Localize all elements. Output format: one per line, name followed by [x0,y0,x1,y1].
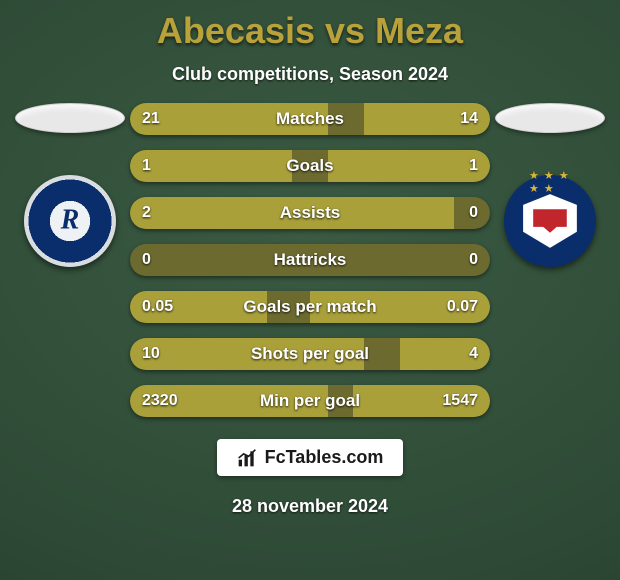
stars-icon: ★ ★ ★ ★ ★ [529,169,571,195]
stat-value-left: 21 [142,110,160,128]
stat-value-right: 0.07 [447,298,478,316]
left-club-crest-icon [24,175,116,267]
brand-logo-icon [237,448,257,468]
subtitle: Club competitions, Season 2024 [172,64,448,85]
stat-value-left: 0 [142,251,151,269]
right-side: ★ ★ ★ ★ ★ [490,103,610,267]
stat-value-right: 4 [469,345,478,363]
stat-label: Assists [280,203,340,223]
stat-bar: 2 0 Assists [130,197,490,229]
stat-value-left: 2 [142,204,151,222]
right-flag-icon [495,103,605,133]
stat-label: Goals [286,156,333,176]
stat-value-right: 1 [469,157,478,175]
card: Abecasis vs Meza Club competitions, Seas… [0,0,620,580]
stat-value-left: 2320 [142,392,178,410]
stat-bar: 0 0 Hattricks [130,244,490,276]
stat-value-left: 0.05 [142,298,173,316]
left-flag-icon [15,103,125,133]
stat-label: Shots per goal [251,344,369,364]
stat-label: Matches [276,109,344,129]
stat-value-left: 1 [142,157,151,175]
stat-value-right: 0 [469,204,478,222]
date-text: 28 november 2024 [232,496,388,517]
stat-label: Goals per match [243,297,376,317]
stat-label: Hattricks [274,250,347,270]
comparison-row: 21 14 Matches 1 1 Goals 2 0 Assists 0 0 Hattricks 0.… [0,103,620,417]
page-title: Abecasis vs Meza [157,10,463,52]
stat-bar: 0.05 0.07 Goals per match [130,291,490,323]
brand-text: FcTables.com [265,447,384,468]
stat-value-right: 0 [469,251,478,269]
stat-value-right: 1547 [442,392,478,410]
stat-value-right: 14 [460,110,478,128]
stat-bar: 21 14 Matches [130,103,490,135]
right-club-crest-icon: ★ ★ ★ ★ ★ [504,175,596,267]
stat-value-left: 10 [142,345,160,363]
stat-bars: 21 14 Matches 1 1 Goals 2 0 Assists 0 0 Hattricks 0.… [130,103,490,417]
stat-bar: 1 1 Goals [130,150,490,182]
stat-bar: 10 4 Shots per goal [130,338,490,370]
brand-badge: FcTables.com [217,439,404,476]
left-side [10,103,130,267]
stat-label: Min per goal [260,391,360,411]
stat-bar: 2320 1547 Min per goal [130,385,490,417]
